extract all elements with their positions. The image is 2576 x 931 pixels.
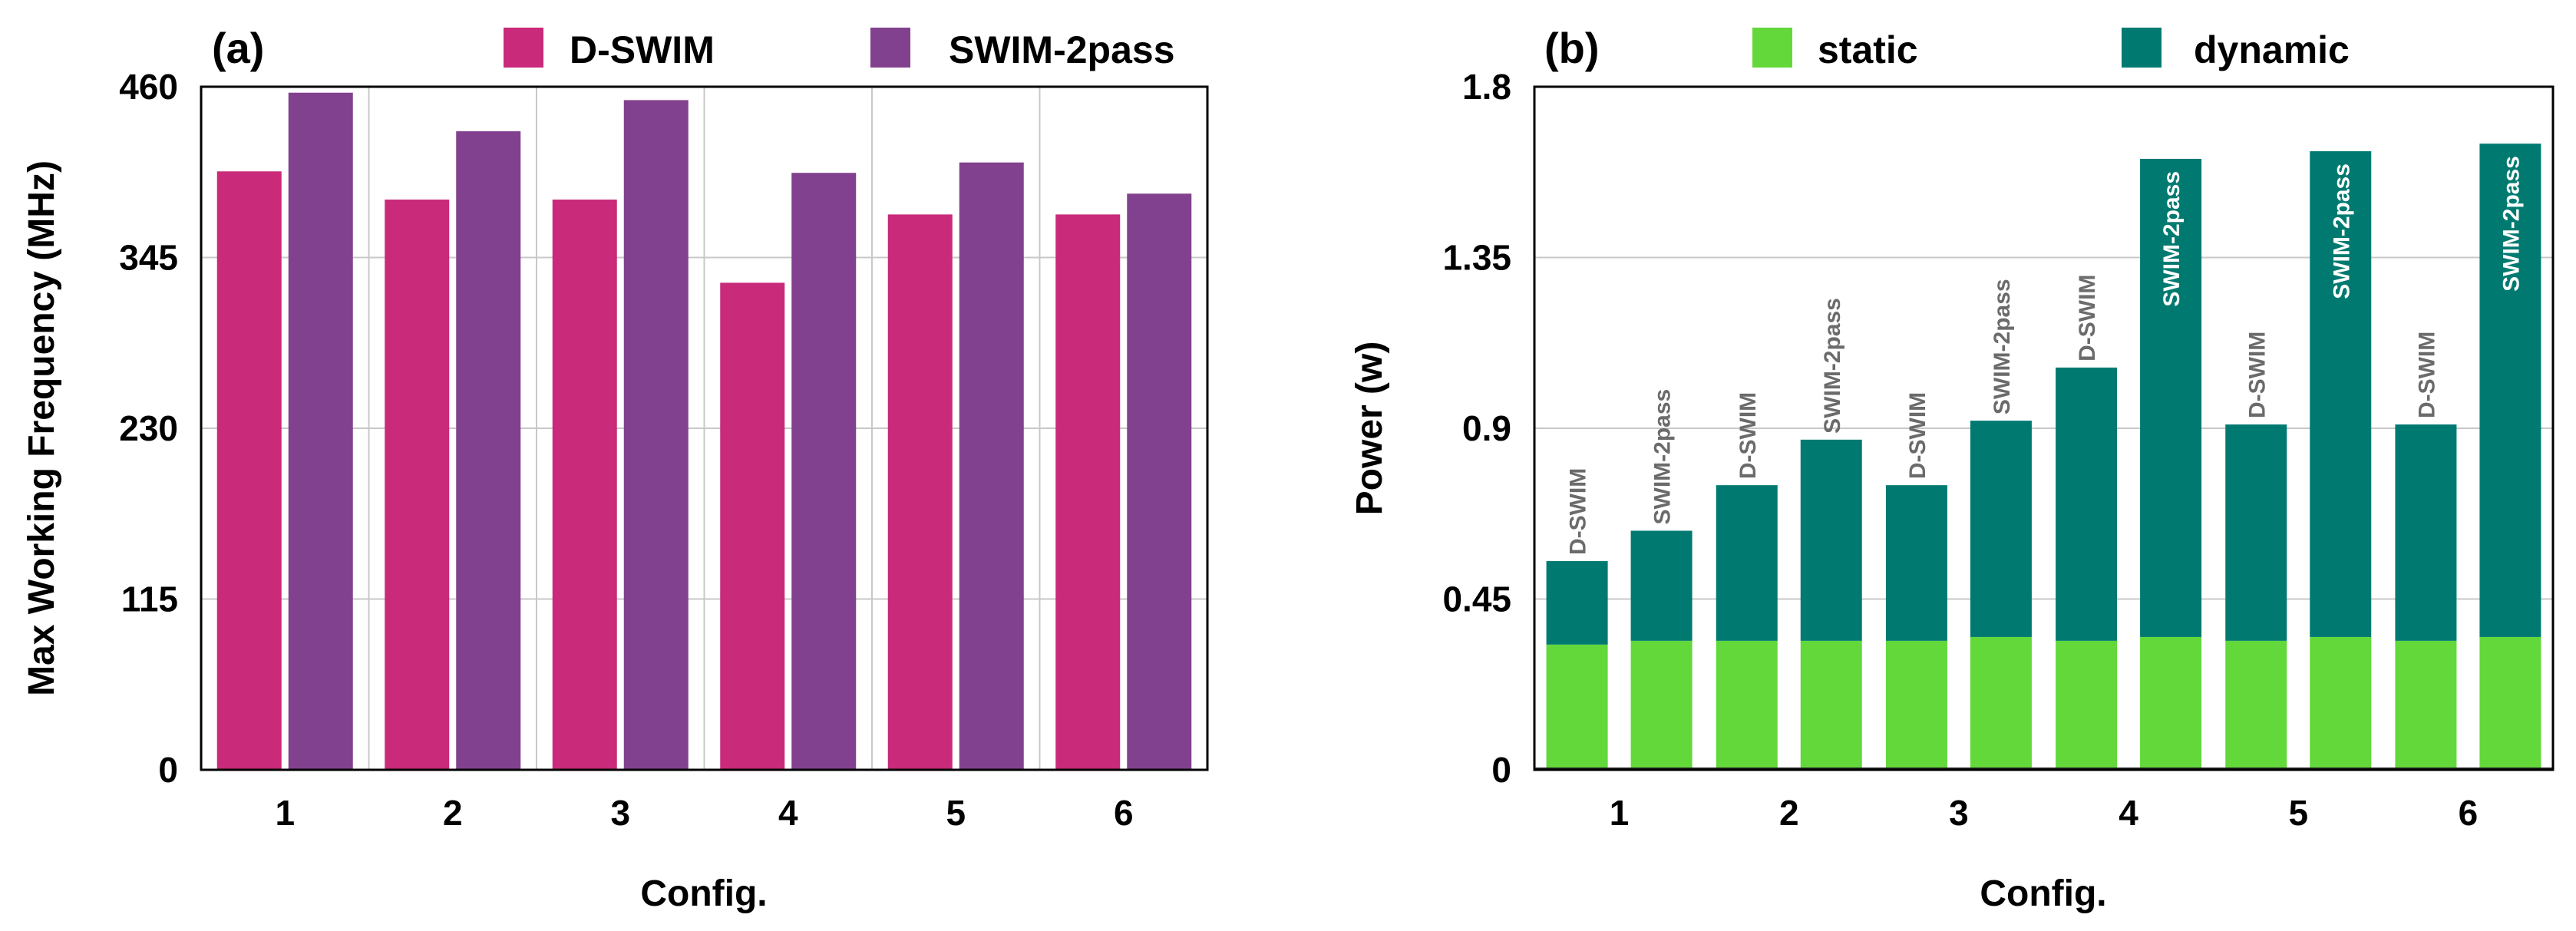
bar-label-swim-2pass-config-1: SWIM-2pass <box>1650 389 1676 525</box>
xticks-b: 1 2 3 4 5 6 <box>1610 793 2478 833</box>
bar-label-swim-2pass-config-3: SWIM-2pass <box>1990 279 2015 414</box>
x-tick-label: 6 <box>1114 793 1134 833</box>
bar-static-swim-2pass-config-5 <box>2310 636 2372 770</box>
bar-d-swim-config-6 <box>1055 214 1121 770</box>
y-tick-label: 1.35 <box>1442 238 1511 278</box>
bar-label-d-swim-config-3: D-SWIM <box>1905 392 1930 479</box>
bar-static-d-swim-config-6 <box>2395 640 2457 770</box>
y-tick-label: 230 <box>119 408 178 448</box>
bar-dynamic-d-swim-config-1 <box>1546 561 1608 645</box>
bar-d-swim-config-4 <box>720 282 785 770</box>
legend-b: static dynamic <box>1752 28 2350 71</box>
bar-static-swim-2pass-config-3 <box>1970 636 2032 770</box>
y-tick-label: 345 <box>119 238 178 278</box>
x-tick-label: 2 <box>1779 793 1799 833</box>
yticks-a: 0 115 230 345 460 <box>119 67 178 790</box>
yticks-b: 0 0.45 0.9 1.35 1.8 <box>1442 67 1511 790</box>
legend-label-static: static <box>1818 28 1918 71</box>
x-tick-label: 4 <box>778 793 798 833</box>
y-axis-title-a: Max Working Frequency (MHz) <box>21 160 62 696</box>
bar-dynamic-swim-2pass-config-4 <box>2140 158 2202 637</box>
bar-dynamic-swim-2pass-config-6 <box>2479 144 2541 637</box>
chart-panel-b: D-SWIM SWIM-2pass D-SWIM SWIM-2pass D-SWIM SW… <box>1349 24 2555 914</box>
x-tick-label: 1 <box>1610 793 1630 833</box>
bar-static-d-swim-config-4 <box>2056 640 2118 770</box>
legend-label-swim-2pass: SWIM-2pass <box>949 28 1175 71</box>
bar-label-swim-2pass-config-6: SWIM-2pass <box>2498 156 2524 292</box>
bar-dynamic-d-swim-config-6 <box>2395 424 2457 641</box>
bar-label-d-swim-config-6: D-SWIM <box>2414 332 2439 418</box>
panel-label-b: (b) <box>1544 24 1600 72</box>
bar-static-swim-2pass-config-4 <box>2140 636 2202 770</box>
bar-swim-2pass-config-2 <box>456 131 521 771</box>
bar-dynamic-swim-2pass-config-5 <box>2310 151 2372 637</box>
bar-static-d-swim-config-5 <box>2225 640 2287 770</box>
bars-b: D-SWIM SWIM-2pass D-SWIM SWIM-2pass D-SWIM SW… <box>1534 144 2553 771</box>
bar-label-swim-2pass-config-4: SWIM-2pass <box>2159 171 2185 307</box>
legend-swatch-dynamic <box>2122 28 2162 68</box>
x-axis-title-b: Config. <box>1980 873 2106 914</box>
x-axis-title-a: Config. <box>640 873 767 914</box>
x-tick-label: 5 <box>2288 793 2308 833</box>
bar-dynamic-d-swim-config-2 <box>1716 485 1778 641</box>
bar-dynamic-swim-2pass-config-1 <box>1630 530 1693 641</box>
y-tick-label: 1.8 <box>1462 67 1511 107</box>
y-tick-label: 0.45 <box>1442 579 1511 619</box>
bar-dynamic-swim-2pass-config-3 <box>1970 421 2032 637</box>
bar-label-d-swim-config-2: D-SWIM <box>1735 392 1761 479</box>
bar-static-d-swim-config-1 <box>1546 644 1608 770</box>
bar-static-swim-2pass-config-6 <box>2479 636 2541 770</box>
x-tick-label: 4 <box>2119 793 2138 833</box>
bar-static-d-swim-config-2 <box>1716 640 1778 770</box>
x-tick-label: 3 <box>610 793 630 833</box>
legend-label-dynamic: dynamic <box>2194 28 2350 71</box>
bar-dynamic-swim-2pass-config-2 <box>1800 439 1862 641</box>
bar-swim-2pass-config-5 <box>959 162 1024 770</box>
bars-a <box>216 92 1192 771</box>
bar-static-d-swim-config-3 <box>1885 640 1947 770</box>
x-tick-label: 5 <box>946 793 966 833</box>
y-tick-label: 0 <box>1491 750 1511 790</box>
bar-d-swim-config-2 <box>385 200 450 771</box>
bar-dynamic-d-swim-config-3 <box>1885 485 1947 641</box>
bar-static-swim-2pass-config-2 <box>1800 640 1862 770</box>
legend-swatch-swim-2pass <box>870 28 910 68</box>
panel-label-a: (a) <box>212 24 264 72</box>
y-tick-label: 115 <box>121 579 178 619</box>
bar-d-swim-config-5 <box>887 214 953 770</box>
bar-swim-2pass-config-4 <box>791 173 857 770</box>
x-tick-label: 2 <box>443 793 463 833</box>
legend-label-d-swim: D-SWIM <box>570 28 715 71</box>
legend-swatch-static <box>1752 28 1792 68</box>
bar-label-swim-2pass-config-5: SWIM-2pass <box>2329 163 2354 299</box>
bar-d-swim-config-1 <box>216 171 282 771</box>
xticks-a: 1 2 3 4 5 6 <box>275 793 1133 833</box>
x-tick-label: 3 <box>1949 793 1969 833</box>
bar-d-swim-config-3 <box>552 200 617 771</box>
bar-label-swim-2pass-config-2: SWIM-2pass <box>1820 298 1845 434</box>
bar-label-d-swim-config-4: D-SWIM <box>2075 275 2100 362</box>
bar-swim-2pass-config-3 <box>623 100 689 771</box>
legend-swatch-d-swim <box>504 28 543 68</box>
y-tick-label: 0 <box>158 750 178 790</box>
x-tick-label: 1 <box>275 793 295 833</box>
legend-a: D-SWIM SWIM-2pass <box>504 28 1175 71</box>
plot-frame-b <box>1533 85 2555 771</box>
y-tick-label: 0.9 <box>1462 408 1511 448</box>
bar-swim-2pass-config-6 <box>1127 193 1192 771</box>
y-axis-title-b: Power (w) <box>1349 342 1390 516</box>
bar-swim-2pass-config-1 <box>288 92 353 770</box>
bar-label-d-swim-config-1: D-SWIM <box>1566 468 1591 555</box>
plot-frame-a <box>200 85 1209 771</box>
bar-dynamic-d-swim-config-5 <box>2225 424 2287 641</box>
bar-static-swim-2pass-config-1 <box>1630 640 1693 770</box>
bar-label-d-swim-config-5: D-SWIM <box>2244 332 2270 418</box>
x-tick-label: 6 <box>2459 793 2479 833</box>
y-tick-label: 460 <box>119 67 178 107</box>
bar-dynamic-d-swim-config-4 <box>2056 367 2118 641</box>
